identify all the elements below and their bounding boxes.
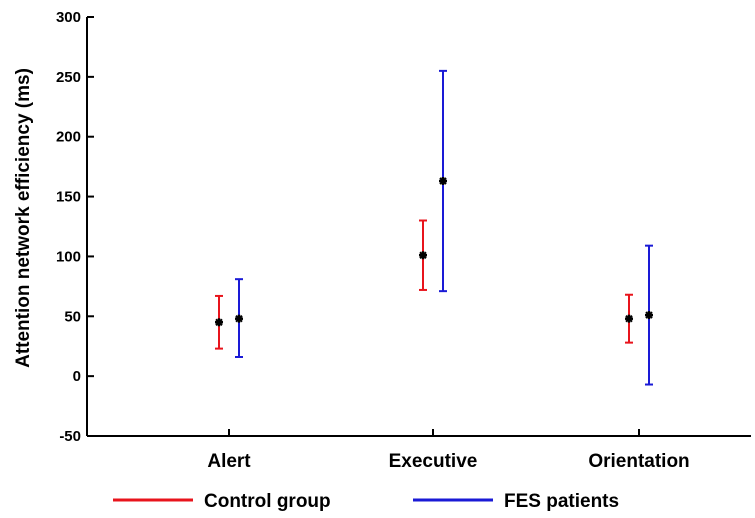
x-category-labels: Alert Executive Orientation: [207, 429, 690, 472]
mean-marker: [645, 311, 653, 320]
mean-marker: [625, 314, 633, 323]
mean-marker: [215, 318, 223, 327]
axes: [86, 17, 751, 437]
legend: Control group FES patients: [113, 491, 619, 512]
y-ticks: -50 0 50 100 150 200 250 300: [56, 9, 94, 445]
mean-marker: [235, 314, 243, 323]
legend-item: Control group: [113, 491, 331, 512]
y-tick-label: 200: [56, 129, 81, 146]
marker-stroke: [235, 314, 243, 323]
mean-markers: [215, 177, 653, 327]
legend-label: FES patients: [504, 491, 619, 512]
y-tick-label: 150: [56, 189, 81, 206]
marker-stroke: [419, 251, 427, 259]
mean-marker: [439, 177, 447, 186]
error-bars: [215, 69, 653, 386]
y-tick-label: 100: [56, 248, 81, 265]
mean-marker: [419, 251, 427, 260]
x-category-label: Orientation: [588, 451, 689, 472]
y-tick-label: 300: [56, 9, 81, 26]
x-category-label: Alert: [207, 451, 251, 472]
legend-item: FES patients: [413, 491, 619, 512]
legend-label: Control group: [204, 491, 331, 512]
x-category-label: Executive: [389, 451, 478, 472]
marker-stroke: [215, 318, 223, 326]
marker-stroke: [439, 177, 447, 185]
y-tick-label: -50: [59, 428, 81, 445]
y-tick-label: 50: [64, 308, 81, 325]
y-tick-label: 0: [73, 368, 81, 385]
y-axis-title: Attention network efficiency (ms): [13, 68, 34, 368]
y-tick-label: 250: [56, 69, 81, 86]
marker-stroke: [645, 311, 653, 319]
marker-stroke: [625, 314, 633, 323]
